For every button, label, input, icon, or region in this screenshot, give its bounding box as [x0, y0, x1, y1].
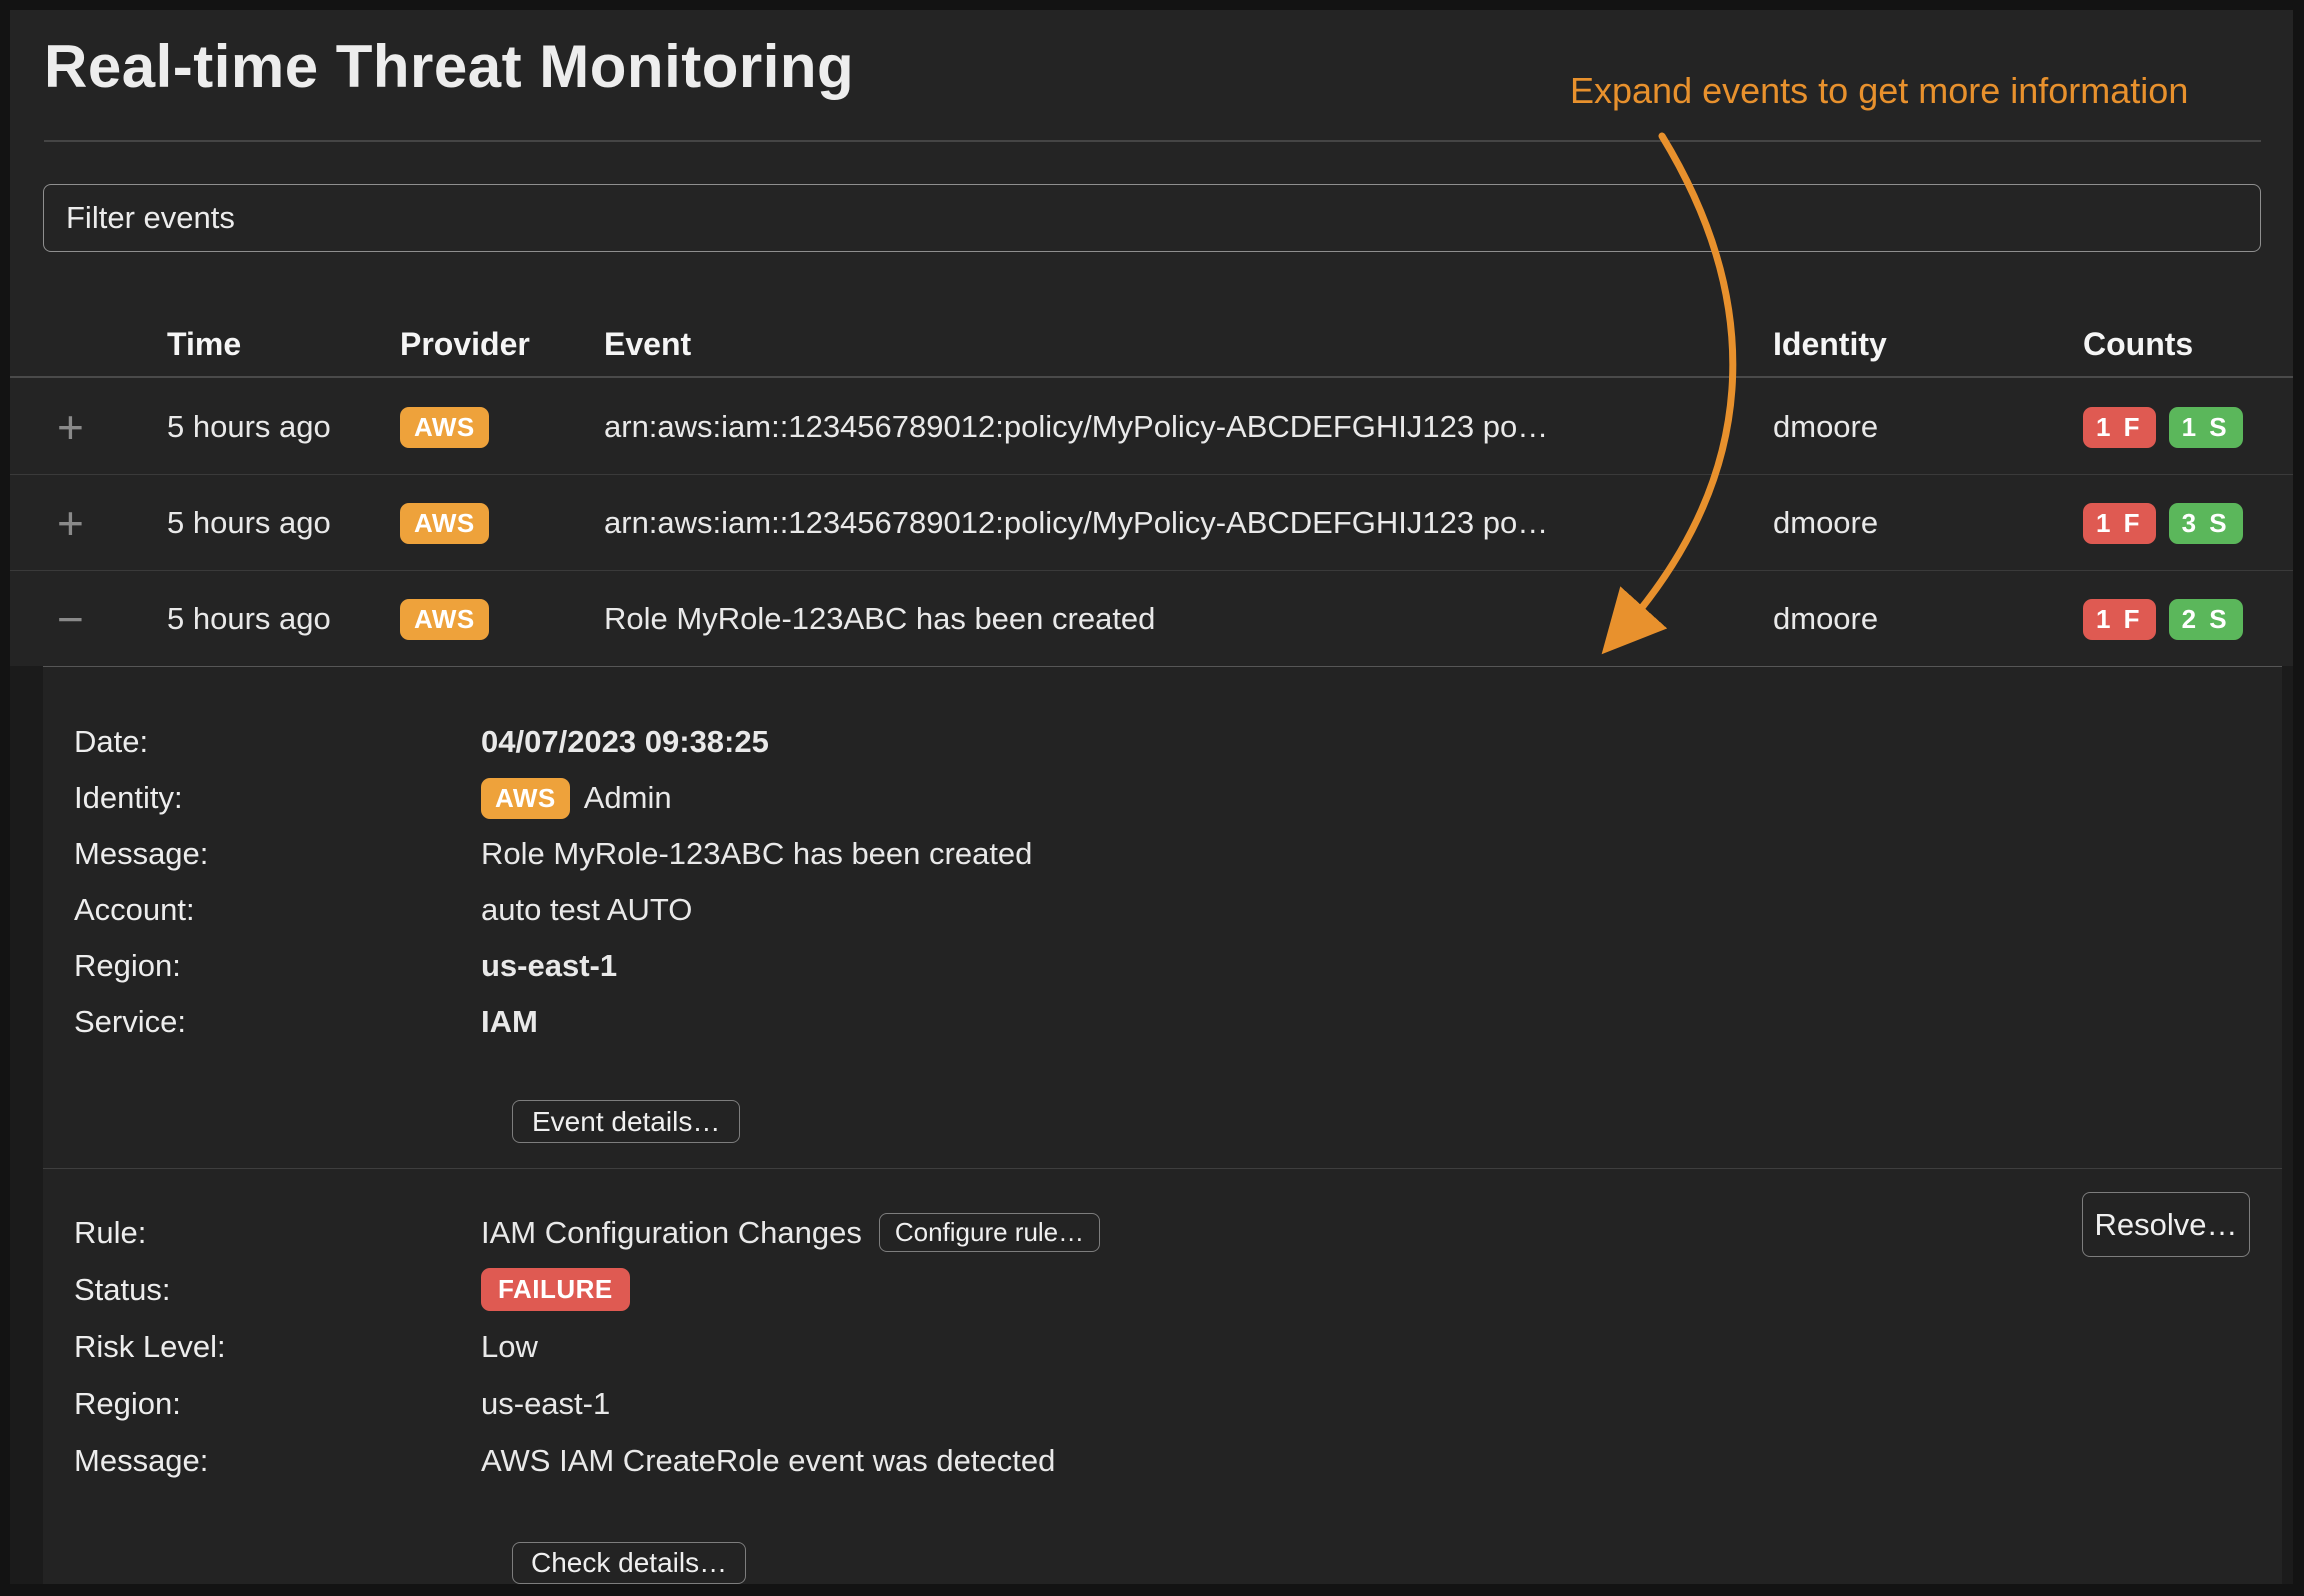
detail-field-account: Account: auto test AUTO: [74, 892, 693, 927]
detail-field-message: Message: Role MyRole-123ABC has been cre…: [74, 836, 1033, 871]
detail-field-service: Service: IAM: [74, 1004, 538, 1039]
event-detail-fields: Date: 04/07/2023 09:38:25 Identity: AWS …: [43, 714, 2282, 1050]
collapse-icon[interactable]: −: [57, 592, 84, 645]
page-title: Real-time Threat Monitoring: [44, 33, 855, 100]
detail-field-rule: Rule: IAM Configuration Changes Configur…: [43, 1204, 2282, 1261]
detail-section-divider: [43, 1168, 2282, 1169]
expand-icon[interactable]: +: [57, 496, 84, 549]
event-text: arn:aws:iam::123456789012:policy/MyPolic…: [604, 505, 1549, 540]
success-count-badge: 3 S: [2168, 502, 2243, 544]
service-value: IAM: [481, 1004, 538, 1039]
column-header-time: Time: [167, 325, 242, 362]
table-row-expanded: − 5 hours ago AWS Role MyRole-123ABC has…: [10, 572, 2293, 666]
detail-field-identity: Identity: AWS Admin: [43, 770, 2282, 826]
annotation-text: Expand events to get more information: [1570, 70, 2189, 111]
failure-count-badge: 1 F: [2083, 406, 2156, 448]
identity-value: Admin: [583, 780, 672, 815]
risk-level-value: Low: [481, 1328, 538, 1364]
identity-text: dmoore: [1773, 409, 1879, 444]
region-value: us-east-1: [481, 948, 618, 983]
resolve-button[interactable]: Resolve…: [2082, 1192, 2250, 1257]
table-row: + 5 hours ago AWS arn:aws:iam::123456789…: [10, 380, 2293, 475]
provider-badge: AWS: [400, 502, 489, 544]
message-value: Role MyRole-123ABC has been created: [481, 836, 1033, 871]
event-details-button[interactable]: Event details…: [512, 1100, 741, 1143]
provider-badge: AWS: [400, 406, 489, 448]
detail-field-rule-message: Message: AWS IAM CreateRole event was de…: [74, 1442, 1056, 1478]
account-value: auto test AUTO: [481, 892, 693, 927]
rule-message-value: AWS IAM CreateRole event was detected: [481, 1442, 1056, 1478]
detail-field-status: Status: FAILURE: [43, 1261, 2282, 1318]
column-header-provider: Provider: [400, 325, 530, 362]
event-time: 5 hours ago: [167, 505, 331, 540]
provider-badge: AWS: [400, 598, 489, 640]
provider-badge: AWS: [481, 777, 570, 819]
column-header-event: Event: [604, 325, 692, 362]
rule-region-value: us-east-1: [481, 1385, 611, 1421]
detail-field-risk-level: Risk Level: Low: [74, 1328, 538, 1364]
event-text: Role MyRole-123ABC has been created: [604, 601, 1156, 636]
rule-detail-fields: Rule: IAM Configuration Changes Configur…: [43, 1204, 2282, 1489]
filter-events-input[interactable]: [43, 184, 2261, 252]
success-count-badge: 2 S: [2168, 598, 2243, 640]
detail-field-region: Region: us-east-1: [74, 948, 618, 983]
column-header-identity: Identity: [1773, 325, 1887, 362]
status-badge: FAILURE: [481, 1268, 630, 1311]
check-details-button[interactable]: Check details…: [512, 1542, 747, 1584]
success-count-badge: 1 S: [2168, 406, 2243, 448]
detail-field-date: Date: 04/07/2023 09:38:25: [74, 724, 769, 759]
event-time: 5 hours ago: [167, 601, 331, 636]
configure-rule-button[interactable]: Configure rule…: [878, 1213, 1101, 1252]
identity-text: dmoore: [1773, 505, 1879, 540]
expand-icon[interactable]: +: [57, 400, 84, 453]
table-row: + 5 hours ago AWS arn:aws:iam::123456789…: [10, 476, 2293, 571]
detail-field-rule-region: Region: us-east-1: [74, 1385, 611, 1421]
event-text: arn:aws:iam::123456789012:policy/MyPolic…: [604, 409, 1549, 444]
column-header-counts: Counts: [2083, 325, 2194, 362]
title-divider: [44, 140, 2261, 142]
event-detail-panel: Date: 04/07/2023 09:38:25 Identity: AWS …: [43, 666, 2282, 1584]
event-time: 5 hours ago: [167, 409, 331, 444]
failure-count-badge: 1 F: [2083, 502, 2156, 544]
failure-count-badge: 1 F: [2083, 598, 2156, 640]
rule-value: IAM Configuration Changes: [481, 1214, 862, 1250]
date-value: 04/07/2023 09:38:25: [481, 724, 769, 759]
expanded-row-band: Date: 04/07/2023 09:38:25 Identity: AWS …: [10, 666, 2293, 1584]
table-header: Time Provider Event Identity Counts: [10, 312, 2293, 378]
identity-text: dmoore: [1773, 601, 1879, 636]
threat-monitoring-app: Real-time Threat Monitoring Expand event…: [10, 10, 2293, 1584]
